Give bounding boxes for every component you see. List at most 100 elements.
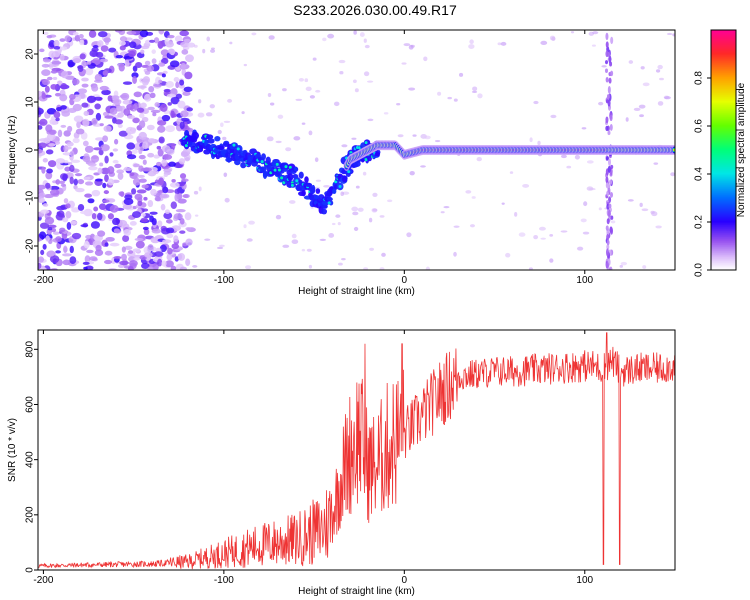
heatmap-cell: [158, 136, 165, 144]
heatmap-cell: [607, 209, 611, 218]
heatmap-cell: [45, 124, 53, 133]
heatmap-cell: [44, 85, 50, 93]
colorbar-segment: [711, 218, 736, 221]
x-tick-label: -100: [214, 575, 234, 586]
heatmap-cell: [38, 107, 44, 115]
heatmap-cell: [209, 104, 215, 109]
line-area: [38, 332, 675, 570]
colorbar-segment: [711, 264, 736, 267]
heatmap-cell: [471, 196, 476, 199]
heatmap-cell: [246, 238, 253, 242]
heatmap-cell: [183, 86, 193, 93]
colorbar-segment: [711, 50, 736, 53]
heatmap-cell: [123, 228, 131, 237]
heatmap-cell: [184, 212, 192, 221]
heatmap-cell: [275, 214, 282, 220]
heatmap-cell: [605, 182, 609, 189]
heatmap-cell: [627, 199, 634, 202]
heatmap-cell: [60, 124, 67, 128]
heatmap-cell: [117, 219, 128, 227]
heatmap-cell: [598, 101, 604, 106]
heatmap-cell: [610, 36, 614, 45]
heatmap-cell: [62, 217, 69, 223]
colorbar-segment: [711, 86, 736, 89]
y-tick-label: -20: [25, 238, 36, 253]
y-tick-label: 0: [25, 567, 36, 573]
heatmap-cell: [275, 162, 279, 166]
heatmap-cell: [357, 207, 364, 212]
heatmap-cell: [540, 237, 547, 240]
heatmap-cell: [136, 189, 147, 194]
heatmap-cell: [298, 78, 305, 82]
heatmap-cell: [84, 176, 91, 180]
heatmap-cell: [140, 102, 147, 109]
heatmap-cell: [241, 111, 245, 115]
heatmap-cell: [588, 187, 596, 191]
heatmap-cell: [114, 163, 122, 169]
colorbar-segment: [711, 190, 736, 193]
colorbar-segment: [711, 166, 736, 169]
heatmap-cell: [83, 110, 90, 116]
heatmap-cell: [100, 144, 110, 152]
y-tick-label: -10: [25, 190, 36, 205]
heatmap-cell: [157, 40, 164, 49]
heatmap-cell: [74, 173, 83, 177]
heatmap-cell: [129, 41, 137, 49]
x-tick-label: 0: [402, 275, 408, 286]
heatmap-cell: [500, 41, 507, 46]
heatmap-cell: [173, 76, 180, 83]
heatmap-cell: [64, 35, 71, 42]
colorbar-segment: [711, 92, 736, 95]
heatmap-cell: [41, 69, 51, 77]
heatmap-cell: [122, 204, 133, 210]
heatmap-cell: [52, 76, 58, 81]
heatmap-cell: [66, 141, 74, 147]
heatmap-cell: [148, 85, 155, 93]
heatmap-cell: [406, 232, 412, 238]
heatmap-cell: [49, 189, 60, 196]
heatmap-cell: [42, 31, 49, 36]
heatmap-cell: [159, 193, 170, 199]
heatmap-cell: [87, 162, 97, 167]
heatmap-cell: [582, 231, 590, 235]
heatmap-cell: [332, 188, 337, 195]
heatmap-cell: [69, 164, 75, 173]
heatmap-cell: [269, 102, 275, 106]
heatmap-cell: [81, 102, 89, 108]
heatmap-cell: [295, 98, 303, 101]
heatmap-cell: [102, 111, 110, 117]
heatmap-cell: [104, 259, 113, 265]
heatmap-cell: [340, 191, 345, 197]
heatmap-cell: [102, 70, 109, 76]
heatmap-cell: [164, 260, 174, 268]
heatmap-cell: [425, 266, 431, 270]
heatmap-cell: [83, 240, 90, 249]
heatmap-cell: [144, 60, 151, 66]
heatmap-cell: [167, 48, 175, 54]
heatmap-cell: [581, 127, 587, 130]
colorbar-tick-label: 0.0: [694, 263, 705, 277]
heatmap-cell: [472, 86, 478, 92]
heatmap-cell: [154, 196, 161, 202]
heatmap-cell: [347, 170, 351, 174]
heatmap-cell: [234, 159, 241, 166]
heatmap-cell: [408, 44, 414, 50]
heatmap-cell: [304, 182, 313, 187]
heatmap-cell: [379, 215, 385, 218]
heatmap-cell: [82, 261, 90, 266]
heatmap-cell: [338, 185, 342, 189]
heatmap-cell: [605, 156, 609, 161]
heatmap-cell: [137, 200, 143, 207]
heatmap-cell: [560, 154, 567, 159]
heatmap-cell: [113, 255, 122, 260]
heatmap-cell: [608, 203, 612, 209]
colorbar-tick-label: 0.8: [694, 71, 705, 85]
heatmap-cell: [574, 154, 580, 160]
heatmap-cell: [147, 266, 154, 270]
heatmap-cell: [549, 233, 554, 237]
heatmap-cell: [609, 123, 613, 131]
heatmap-cell: [607, 187, 611, 193]
colorbar-segment: [711, 156, 736, 159]
heatmap-cell: [39, 198, 46, 203]
heatmap-cell: [123, 198, 134, 205]
